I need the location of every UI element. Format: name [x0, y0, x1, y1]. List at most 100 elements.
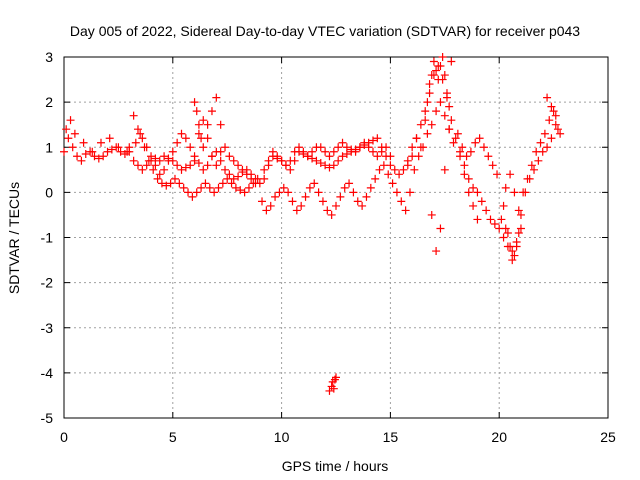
data-point [70, 129, 79, 138]
data-point [408, 143, 417, 152]
data-point [329, 161, 338, 170]
data-point [388, 179, 397, 188]
data-point [423, 129, 432, 138]
data-point [366, 183, 375, 192]
data-point [149, 165, 158, 174]
data-point [353, 197, 362, 206]
data-point [427, 210, 436, 219]
data-point [447, 57, 456, 66]
data-point [281, 161, 290, 170]
data-point [105, 134, 114, 143]
data-point [438, 53, 447, 61]
data-point [190, 152, 199, 161]
data-point [484, 152, 493, 161]
data-point [403, 161, 412, 170]
data-point [543, 93, 552, 102]
grid [64, 57, 608, 418]
data-point [264, 161, 273, 170]
data-point [199, 143, 208, 152]
data-point [399, 165, 408, 174]
data-point [425, 89, 434, 98]
data-point [197, 134, 206, 143]
data-point [336, 192, 345, 201]
data-point [534, 156, 543, 165]
data-point [556, 129, 565, 138]
data-point [162, 181, 171, 190]
data-point [271, 192, 280, 201]
data-point [107, 145, 116, 154]
data-point [192, 107, 201, 116]
data-point [440, 111, 449, 120]
data-point [173, 138, 182, 147]
data-point [321, 147, 330, 156]
data-point [384, 170, 393, 179]
data-point [514, 206, 523, 215]
data-point [244, 183, 253, 192]
data-point [456, 152, 465, 161]
data-point [151, 154, 160, 163]
data-point [334, 143, 343, 152]
data-point [99, 152, 108, 161]
data-point [77, 156, 86, 165]
data-point [479, 143, 488, 152]
data-point [362, 192, 371, 201]
data-point [305, 183, 314, 192]
data-point [519, 188, 528, 197]
data-point [286, 165, 295, 174]
data-point [273, 152, 282, 161]
data-point [129, 156, 138, 165]
data-point [197, 183, 206, 192]
data-point [508, 256, 517, 265]
data-point [553, 125, 562, 134]
y-tick-label: 1 [45, 139, 53, 155]
data-point [314, 188, 323, 197]
data-point [247, 174, 256, 183]
data-point [144, 156, 153, 165]
data-point [155, 170, 164, 179]
data-point [310, 179, 319, 188]
data-point [547, 134, 556, 143]
data-point [464, 174, 473, 183]
data-point [390, 165, 399, 174]
data-point [231, 183, 240, 192]
y-tick-label: -2 [41, 275, 54, 291]
data-point [508, 247, 517, 256]
data-point [157, 179, 166, 188]
data-point [194, 129, 203, 138]
data-point [138, 134, 147, 143]
data-point [164, 156, 173, 165]
data-point [147, 152, 156, 161]
data-point [129, 111, 138, 120]
data-point [432, 107, 441, 116]
data-point [138, 165, 147, 174]
x-tick-label: 15 [383, 429, 399, 445]
data-point [316, 159, 325, 168]
data-point [510, 251, 519, 260]
data-point [401, 206, 410, 215]
data-point [364, 143, 373, 152]
data-point [177, 165, 186, 174]
x-tick-label: 0 [60, 429, 68, 445]
data-point [321, 161, 330, 170]
data-point [166, 179, 175, 188]
data-point [527, 161, 536, 170]
data-point [308, 147, 317, 156]
data-point [325, 163, 334, 172]
data-point [373, 152, 382, 161]
data-point [188, 192, 197, 201]
data-point [440, 165, 449, 174]
data-point [506, 170, 515, 179]
data-point [351, 147, 360, 156]
data-point [207, 107, 216, 116]
data-point [340, 183, 349, 192]
data-point [482, 206, 491, 215]
data-point [499, 233, 508, 242]
data-point [425, 80, 434, 89]
data-point [327, 210, 336, 219]
plot-frame [63, 56, 609, 419]
data-point [514, 228, 523, 237]
data-point [449, 138, 458, 147]
data-point [181, 163, 190, 172]
data-point [386, 152, 395, 161]
data-point [532, 147, 541, 156]
